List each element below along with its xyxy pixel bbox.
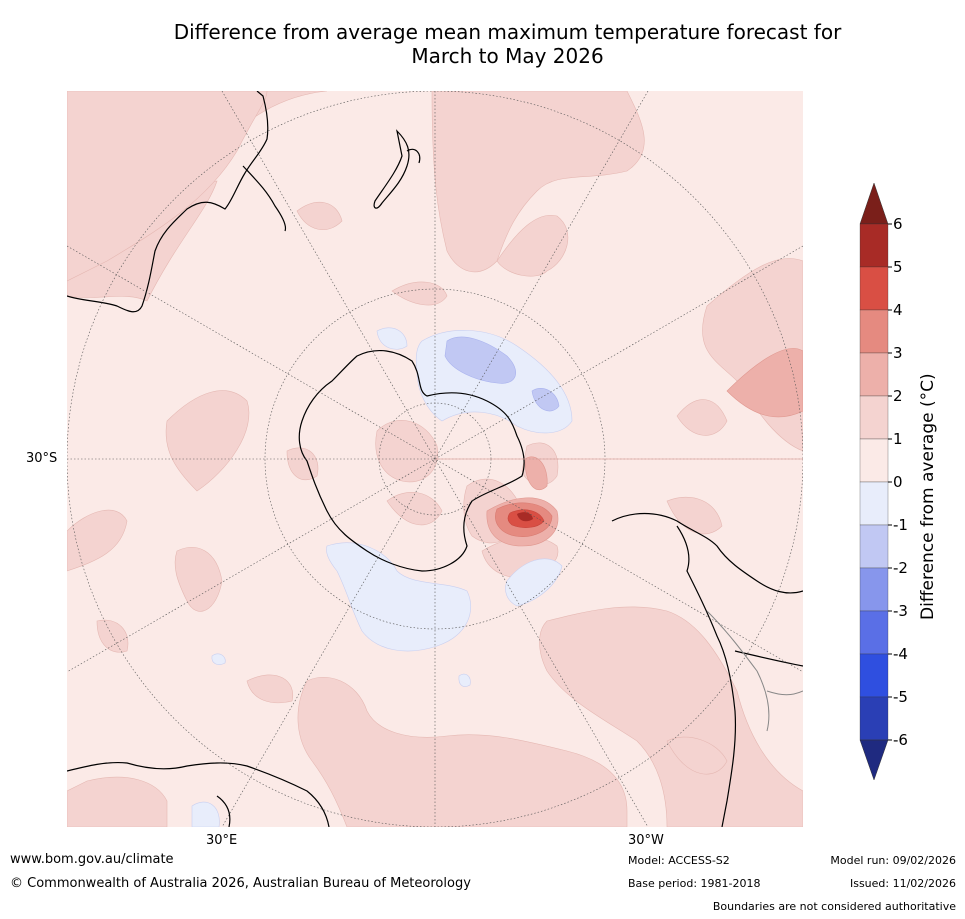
model-run-text: Model run: 09/02/2026	[830, 854, 956, 867]
anomaly-5-to-6-patches	[517, 512, 533, 522]
colorbar-tick-label: -3	[893, 602, 908, 620]
colorbar-arrow-min	[859, 739, 889, 781]
anomaly-neg-1-to-2-patches	[444, 336, 560, 412]
chart-title: Difference from average mean maximum tem…	[60, 20, 955, 68]
copyright-text: © Commonwealth of Australia 2026, Austra…	[10, 876, 471, 891]
colorbar-tick-label: 2	[893, 387, 903, 405]
colorbar-tick-label: 5	[893, 258, 903, 276]
colorbar-segment	[859, 481, 889, 526]
colorbar-tick-label: 0	[893, 473, 903, 491]
colorbar-segment	[859, 266, 889, 311]
colorbar-segment	[859, 567, 889, 612]
colorbar-tick-label: 6	[893, 215, 903, 233]
issued-text: Issued: 11/02/2026	[849, 877, 956, 890]
disclaimer-text: Boundaries are not considered authoritat…	[712, 900, 956, 913]
colorbar-segment	[859, 653, 889, 698]
colorbar-tick-label: -4	[893, 645, 908, 663]
colorbar-segment	[859, 223, 889, 268]
colorbar-segment	[859, 610, 889, 655]
colorbar-title: Difference from average (°C)	[918, 373, 938, 620]
colorbar: 6 5 4 3 2 1 0 -1 -2 -3 -4 -5 -6	[859, 182, 908, 781]
title-line-1: Difference from average mean maximum tem…	[173, 20, 842, 44]
anomaly-1-to-2-patches	[67, 91, 803, 827]
lat-label-30s: 30°S	[26, 451, 58, 466]
colorbar-segment	[859, 309, 889, 354]
coastlines	[67, 91, 803, 827]
colorbar-segment	[859, 395, 889, 440]
colorbar-tick-label: 1	[893, 430, 903, 448]
colorbar-segment	[859, 696, 889, 741]
colorbar-segment	[859, 524, 889, 569]
colorbar-segment	[859, 352, 889, 397]
website-link[interactable]: www.bom.gov.au/climate	[10, 852, 174, 867]
colorbar-tick-label: 4	[893, 301, 903, 319]
colorbar-tick-label: 3	[893, 344, 903, 362]
lon-label-30w: 30°W	[628, 833, 664, 848]
title-line-2: March to May 2026	[411, 44, 604, 68]
lon-label-30e: 30°E	[206, 833, 238, 848]
colorbar-tick-label: -1	[893, 516, 908, 534]
colorbar-tick-label: -2	[893, 559, 908, 577]
colorbar-arrow-max	[859, 182, 889, 225]
colorbar-segment	[859, 438, 889, 483]
colorbar-tick-label: -6	[893, 731, 908, 749]
base-period-text: Base period: 1981-2018	[628, 877, 761, 890]
forecast-map	[67, 91, 803, 827]
model-text: Model: ACCESS-S2	[628, 854, 730, 867]
country-borders	[706, 610, 803, 732]
colorbar-tick-label: -5	[893, 688, 908, 706]
